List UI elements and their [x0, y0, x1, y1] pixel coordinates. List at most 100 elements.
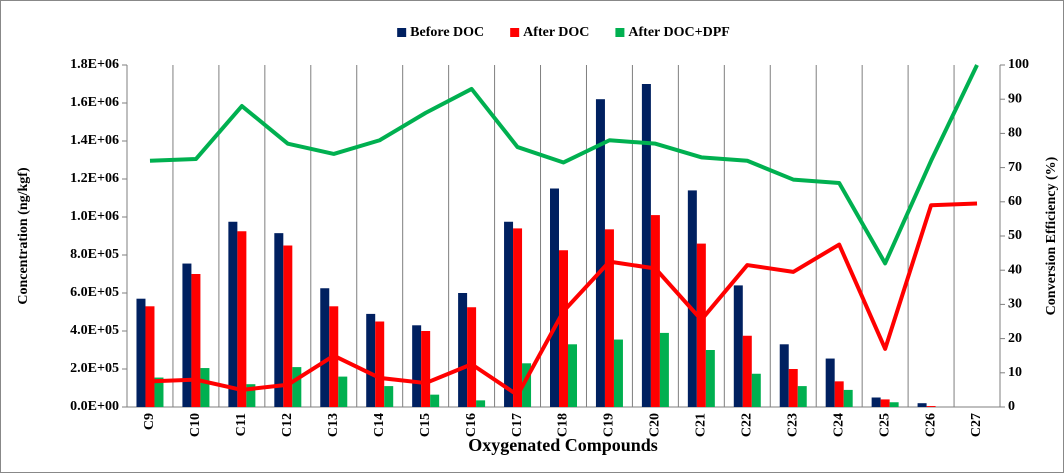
bar [696, 243, 706, 407]
y-tick-label: 1.8E+06 [70, 57, 119, 72]
bar [843, 389, 853, 407]
y-tick-label: 1.0E+06 [70, 209, 119, 224]
x-tick-label: C13 [326, 413, 341, 437]
y-tick-label: 8.0E+05 [70, 247, 119, 262]
y-axis-label: Concentration (ng/kgf) [16, 167, 31, 305]
bar [889, 402, 899, 407]
line [149, 201, 978, 398]
bar [917, 403, 927, 407]
bar [880, 399, 890, 407]
x-tick-label: C21 [694, 413, 709, 437]
x-tick-label: C20 [648, 413, 663, 437]
bar [412, 325, 422, 407]
x-tick-label: C16 [464, 413, 479, 437]
y2-tick-label: 30 [1008, 297, 1022, 312]
bar [550, 188, 559, 407]
y-tick-label: 4.0E+05 [70, 323, 119, 338]
bar [513, 228, 523, 407]
bar [292, 367, 302, 407]
bar [384, 386, 394, 407]
y2-tick-label: 10 [1008, 365, 1022, 380]
bar [650, 215, 660, 407]
x-axis-label: Oxygenated Compounds [468, 435, 658, 455]
line [149, 64, 979, 266]
bar [283, 245, 293, 407]
bar [687, 190, 697, 407]
x-tick-label: C24 [831, 413, 846, 437]
y-tick-label: 6.0E+05 [70, 285, 119, 300]
bar [504, 221, 514, 407]
bar [191, 274, 201, 407]
bar [751, 373, 761, 407]
y-tick-label: 2.0E+05 [70, 361, 119, 376]
bar [705, 350, 715, 407]
y2-tick-label: 100 [1008, 57, 1029, 72]
y2-tick-label: 80 [1008, 126, 1022, 141]
legend-label: After DOC [523, 25, 589, 40]
x-tick-label: C15 [418, 413, 433, 437]
x-tick-label: C25 [877, 413, 892, 437]
y2-tick-label: 50 [1008, 228, 1022, 243]
bar [834, 381, 844, 407]
x-tick-label: C22 [740, 413, 755, 437]
bar [458, 293, 468, 407]
bar [228, 221, 238, 407]
legend-label: Before DOC [410, 25, 484, 40]
y2-tick-label: 0 [1008, 399, 1015, 414]
x-tick-label: C14 [372, 413, 387, 437]
bar [320, 288, 330, 407]
bar [467, 307, 477, 407]
legend-label: After DOC+DPF [628, 25, 729, 40]
bar [154, 377, 164, 407]
y-tick-label: 1.4E+06 [70, 133, 119, 148]
y2-axis-label: Conversion Efficiency (%) [1044, 156, 1059, 315]
x-tick-label: C10 [188, 413, 203, 437]
x-tick-label: C17 [510, 413, 525, 437]
legend-swatch [397, 28, 407, 37]
y2-tick-label: 70 [1008, 160, 1022, 175]
bar [559, 250, 568, 407]
bar [604, 229, 614, 407]
bar [779, 344, 789, 407]
bar [136, 298, 146, 407]
bar [595, 99, 605, 407]
x-tick-label: C27 [969, 413, 984, 437]
y2-tick-label: 20 [1008, 331, 1022, 346]
legend-swatch [510, 28, 520, 37]
y2-tick-label: 60 [1008, 194, 1022, 209]
x-tick-label: C11 [234, 413, 249, 436]
y-tick-label: 1.2E+06 [70, 171, 119, 186]
bar [926, 406, 936, 407]
y-tick-label: 0.0E+00 [70, 399, 119, 414]
x-tick-label: C9 [142, 413, 157, 430]
bar [788, 369, 798, 407]
y-tick-label: 1.6E+06 [70, 95, 119, 110]
bar [338, 376, 348, 407]
bar [613, 339, 623, 407]
bar [659, 332, 669, 407]
bar [274, 233, 284, 407]
bar [733, 285, 743, 407]
bar [476, 400, 486, 407]
bar [522, 363, 532, 407]
bar [237, 231, 247, 407]
bar [430, 394, 440, 407]
bar [200, 368, 210, 407]
bar [145, 306, 155, 407]
x-tick-label: C19 [602, 413, 617, 437]
bar [375, 321, 385, 407]
bar [825, 358, 835, 407]
bar [246, 384, 256, 407]
bar [182, 263, 192, 407]
x-tick-label: C23 [785, 413, 800, 437]
bar [366, 313, 376, 407]
bar [421, 331, 431, 407]
y2-tick-label: 90 [1008, 91, 1022, 106]
x-tick-label: C18 [556, 413, 571, 437]
x-tick-label: C26 [923, 413, 938, 437]
bar [871, 397, 881, 407]
y2-tick-label: 40 [1008, 262, 1022, 277]
bar [797, 386, 807, 407]
